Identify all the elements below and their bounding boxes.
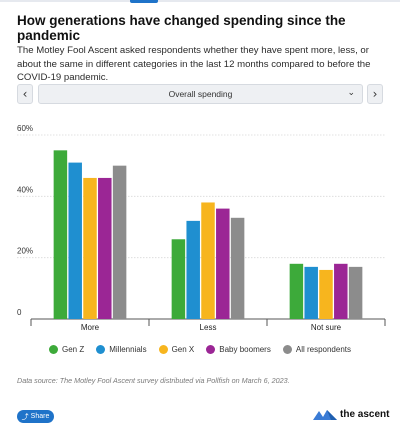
share-label: Share (30, 413, 50, 420)
bar-gen-x (201, 202, 215, 319)
legend-label: Gen X (171, 345, 195, 354)
ascent-logo-icon (313, 410, 337, 420)
x-tick-label: Not sure (311, 323, 342, 332)
legend-item-baby-boomers[interactable]: Baby boomers (206, 345, 271, 354)
chevron-left-icon: ‹ (22, 87, 28, 101)
bar-millennials (186, 220, 200, 319)
y-tick-label: 0 (17, 308, 22, 317)
data-source-note: Data source: The Motley Fool Ascent surv… (17, 376, 290, 385)
bar-baby-boomers (98, 177, 112, 319)
legend-label: Gen Z (61, 345, 85, 354)
previous-button[interactable]: ‹ (17, 84, 33, 104)
legend-swatch (206, 345, 216, 354)
y-tick-label: 40% (17, 185, 33, 194)
legend-item-gen-x[interactable]: Gen X (158, 345, 195, 354)
chart-title: How generations have changed spending si… (17, 13, 346, 43)
share-button[interactable]: ⤴ Share (17, 410, 54, 423)
legend-item-millennials[interactable]: Millennials (96, 345, 147, 354)
legend-item-all-respondents[interactable]: All respondents (282, 345, 352, 354)
brand: the ascent (313, 406, 393, 424)
x-tick-label: More (81, 323, 100, 332)
legend-label: Baby boomers (219, 345, 271, 354)
brand-name: the ascent (340, 409, 390, 420)
bar-millennials (304, 266, 318, 319)
legend-item-gen-z[interactable]: Gen Z (48, 345, 85, 354)
bar-all-respondents (112, 165, 127, 319)
next-button[interactable]: › (367, 84, 383, 104)
legend-swatch (158, 345, 168, 354)
bar-gen-z (289, 263, 304, 319)
active-tab-indicator (130, 0, 158, 3)
legend-label: Millennials (109, 345, 147, 354)
legend-swatch (48, 345, 58, 354)
bar-gen-z (171, 239, 186, 319)
legend-label: All respondents (295, 345, 352, 354)
legend-swatch (96, 345, 106, 354)
top-strip (0, 0, 400, 2)
bar-baby-boomers (216, 208, 230, 319)
share-icon: ⤴ (21, 412, 29, 421)
bar-all-respondents (348, 266, 363, 319)
bar-gen-z (53, 150, 68, 319)
bar-gen-x (83, 177, 97, 319)
chart-legend: Gen Z Millennials Gen X Baby boomers All… (0, 345, 400, 354)
y-tick-label: 20% (17, 247, 33, 256)
category-select[interactable]: Overall spending ⌄ (38, 84, 363, 104)
bar-gen-x (319, 269, 333, 319)
y-tick-label: 60% (17, 124, 33, 133)
bar-chart: 0 20% 40% 60% More Less Not sure (17, 124, 386, 332)
chevron-right-icon: › (372, 87, 378, 101)
legend-swatch (282, 345, 292, 354)
chart-subtitle: The Motley Fool Ascent asked respondents… (17, 45, 371, 83)
bar-all-respondents (230, 217, 245, 319)
x-tick-label: Less (200, 323, 217, 332)
category-select-value: Overall spending (168, 89, 233, 99)
bar-baby-boomers (334, 263, 348, 319)
chevron-down-icon: ⌄ (347, 88, 355, 98)
bar-millennials (68, 162, 82, 319)
